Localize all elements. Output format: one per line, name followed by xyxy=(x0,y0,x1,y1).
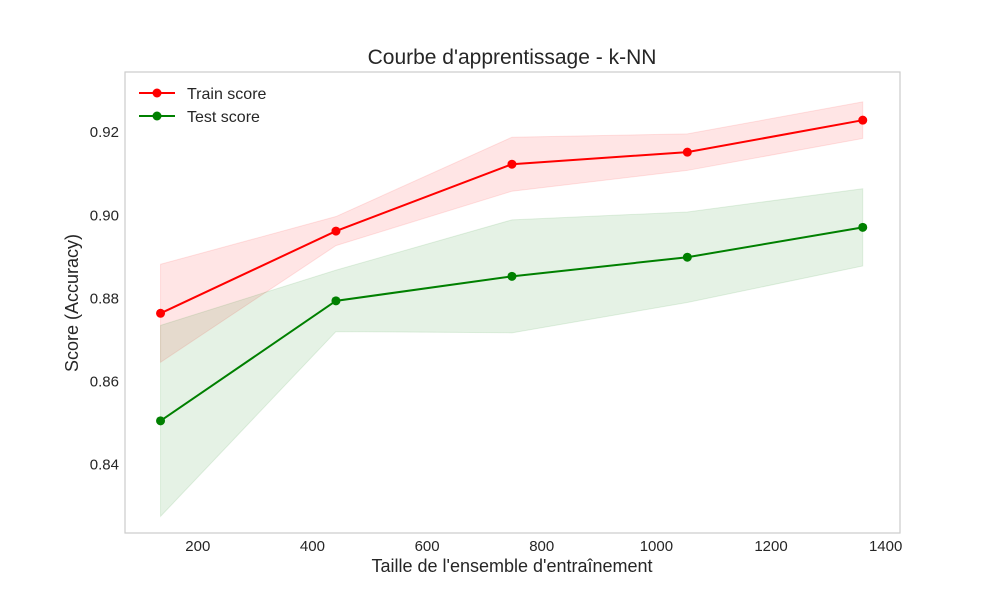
x-tick-label: 1400 xyxy=(869,538,902,555)
data-point-0-4 xyxy=(858,115,868,125)
data-point-0-0 xyxy=(156,308,166,318)
y-axis-ticks: 0.84 0.86 0.88 0.90 0.92 xyxy=(90,124,119,473)
legend-label-0: Train score xyxy=(187,86,267,103)
data-point-1-0 xyxy=(156,416,166,426)
confidence-band-0 xyxy=(160,101,864,364)
data-point-1-3 xyxy=(682,252,692,262)
legend-label-1: Test score xyxy=(187,109,260,126)
x-tick-label: 200 xyxy=(185,538,210,555)
x-axis-ticks: 200 400 600 800 1000 1200 1400 xyxy=(185,538,902,555)
y-tick-label: 0.90 xyxy=(90,207,119,224)
plot-frame xyxy=(124,71,901,534)
legend-marker-0 xyxy=(152,88,162,98)
x-tick-label: 1200 xyxy=(754,538,787,555)
x-tick-label: 800 xyxy=(529,538,554,555)
legend: Train score Test score xyxy=(139,86,267,126)
chart-title: Courbe d'apprentissage - k-NN xyxy=(368,46,657,69)
data-point-0-3 xyxy=(682,147,692,157)
plot-area xyxy=(156,101,868,518)
y-tick-label: 0.92 xyxy=(90,124,119,141)
x-tick-label: 1000 xyxy=(640,538,673,555)
data-point-0-2 xyxy=(507,159,517,169)
x-tick-label: 400 xyxy=(300,538,325,555)
data-point-1-4 xyxy=(858,222,868,232)
data-point-0-1 xyxy=(331,226,341,236)
y-tick-label: 0.88 xyxy=(90,290,119,307)
confidence-band-1 xyxy=(160,188,864,518)
y-tick-label: 0.86 xyxy=(90,373,119,390)
data-point-1-1 xyxy=(331,296,341,306)
x-tick-label: 600 xyxy=(415,538,440,555)
y-tick-label: 0.84 xyxy=(90,456,119,473)
data-point-1-2 xyxy=(507,271,517,281)
x-axis-label: Taille de l'ensemble d'entraînement xyxy=(371,556,652,576)
y-axis-label: Score (Accuracy) xyxy=(62,234,82,372)
legend-marker-1 xyxy=(152,111,162,121)
